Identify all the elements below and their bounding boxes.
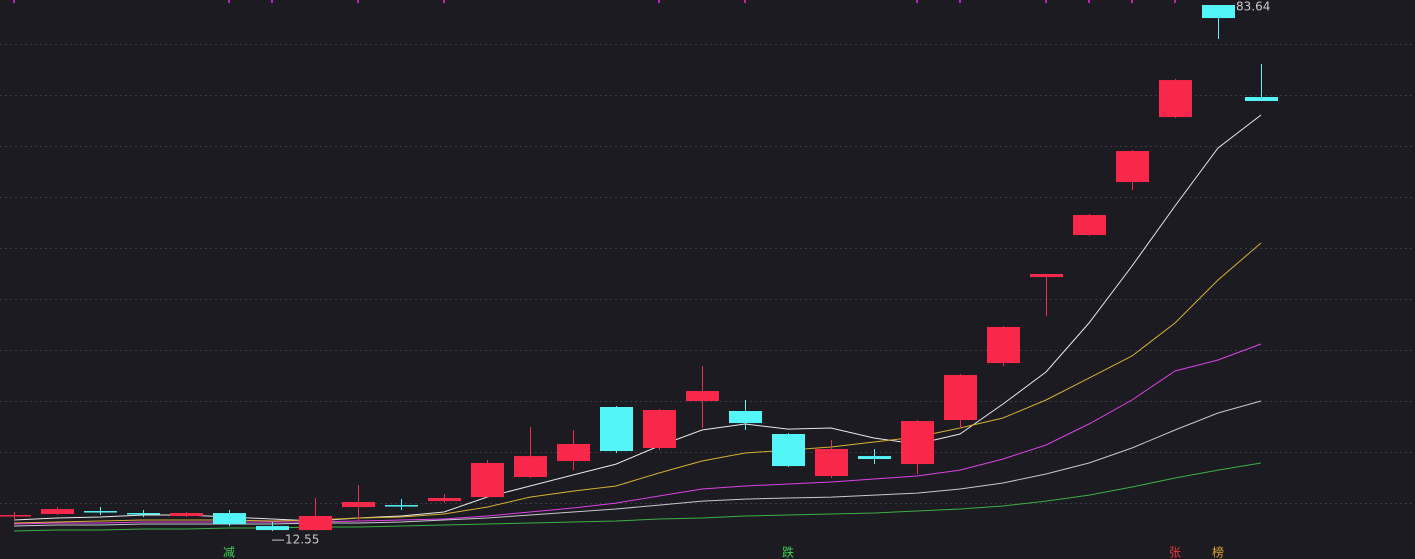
top-marker: [916, 0, 918, 3]
top-marker: [1088, 0, 1090, 3]
candle: [987, 326, 1020, 367]
candle-body: [686, 391, 719, 402]
candle: [1159, 79, 1192, 119]
candle: [1202, 5, 1235, 39]
candle-body: [0, 515, 31, 517]
candle: [213, 510, 246, 527]
candle-body: [901, 421, 934, 465]
low-label: 12.55: [285, 533, 319, 547]
candle: [729, 400, 762, 431]
top-marker: [1174, 0, 1176, 3]
moving-average-line: [13, 242, 1262, 524]
top-marker: [1045, 0, 1047, 3]
candle: [643, 409, 676, 451]
candle-body: [1245, 97, 1278, 102]
candle-body: [600, 407, 633, 452]
candle-body: [41, 509, 74, 515]
candle: [342, 484, 375, 522]
candle: [428, 494, 461, 504]
candle-body: [858, 456, 891, 460]
candle: [901, 420, 934, 475]
top-marker: [271, 0, 273, 3]
candle-body: [1202, 5, 1235, 19]
candle-body: [342, 502, 375, 508]
top-markers: [13, 0, 1176, 3]
top-marker: [13, 0, 15, 3]
candle: [1030, 274, 1063, 317]
candle: [170, 512, 203, 518]
candle-body: [170, 513, 203, 517]
candle: [299, 498, 332, 531]
top-marker: [357, 0, 359, 3]
candle: [944, 373, 977, 429]
candle: [514, 427, 547, 479]
signal-marker: 榜: [1212, 545, 1224, 559]
candle: [1116, 149, 1149, 191]
candle-body: [385, 505, 418, 507]
moving-average-line: [13, 400, 1262, 527]
top-marker: [228, 0, 230, 3]
candle-body: [729, 410, 762, 424]
moving-average-line: [13, 114, 1262, 522]
candle: [772, 433, 805, 468]
candle-body: [213, 513, 246, 525]
signal-marker: 张: [1169, 546, 1181, 559]
candle: [84, 507, 117, 516]
candle-body: [772, 434, 805, 467]
top-marker: [443, 0, 445, 3]
candle-body: [1030, 274, 1063, 278]
candle-body: [514, 456, 547, 478]
candle-body: [428, 498, 461, 502]
candle-body: [1116, 151, 1149, 183]
candle: [385, 499, 418, 511]
candle-body: [1073, 215, 1106, 236]
candle: [600, 406, 633, 454]
candle-body: [815, 449, 848, 477]
candle: [1073, 214, 1106, 237]
candle: [471, 460, 504, 499]
candle: [858, 449, 891, 465]
candle-body: [1159, 80, 1192, 118]
top-marker: [1131, 0, 1133, 3]
candle-body: [127, 513, 160, 515]
top-marker: [959, 0, 961, 3]
candle-body: [557, 444, 590, 462]
candle: [127, 510, 160, 518]
candle: [686, 366, 719, 429]
candle: [1245, 64, 1278, 102]
signal-marker: 跌: [782, 545, 794, 559]
signal-marker: 减: [223, 546, 235, 559]
candle-body: [944, 375, 977, 421]
top-marker: [658, 0, 660, 3]
top-marker: [744, 0, 746, 3]
candle: [256, 521, 289, 532]
candle-body: [256, 526, 289, 531]
high-label: 83.64: [1236, 0, 1270, 14]
candle: [0, 512, 31, 521]
moving-average-line: [13, 462, 1262, 532]
candle-body: [471, 463, 504, 498]
candle: [557, 430, 590, 471]
candle: [815, 440, 848, 479]
candle-body: [987, 327, 1020, 364]
candle-body: [84, 511, 117, 513]
candle-body: [643, 410, 676, 448]
candle: [41, 507, 74, 516]
candle-body: [299, 516, 332, 531]
